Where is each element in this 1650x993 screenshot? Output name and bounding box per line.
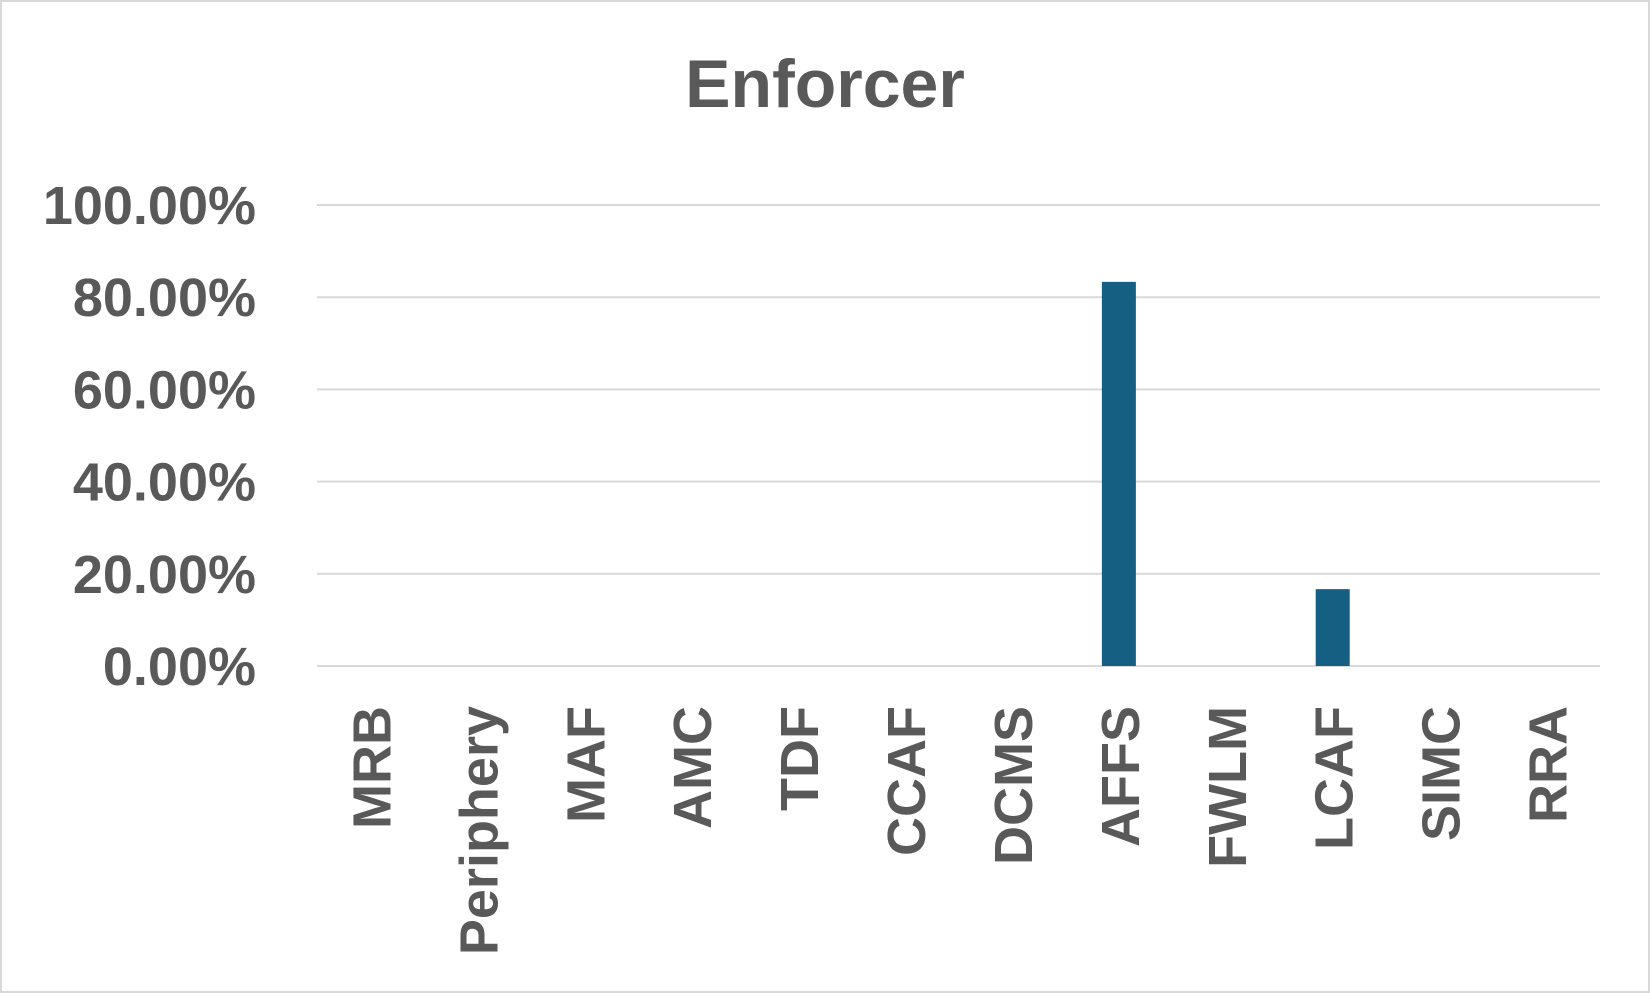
x-axis-ticks: MRB Periphery MAF AMC TDF CCAF DCMS AFFS FWLM LCA… [342, 706, 1578, 955]
x-tick-label-affs: AFFS [1091, 706, 1151, 847]
y-tick-label: 40.00% [73, 453, 256, 513]
x-tick-label-rra: RRA [1519, 706, 1579, 823]
x-tick-label-maf: MAF [556, 706, 616, 823]
x-tick-label-amc: AMC [663, 706, 723, 829]
chart-title: Enforcer [685, 46, 965, 122]
x-tick-label-simc: SIMC [1412, 706, 1472, 841]
y-tick-label: 0.00% [103, 637, 256, 697]
x-tick-label-ccaf: CCAF [877, 706, 937, 856]
y-tick-label: 100.00% [43, 176, 256, 236]
y-tick-label: 60.00% [73, 360, 256, 420]
bar-affs [1101, 281, 1136, 666]
y-axis-ticks: 0.00% 20.00% 40.00% 60.00% 80.00% 100.00% [43, 176, 256, 697]
x-tick-label-lcaf: LCAF [1305, 706, 1365, 850]
x-tick-label-periphery: Periphery [449, 706, 509, 955]
y-tick-label: 80.00% [73, 268, 256, 328]
bar-lcaf [1315, 589, 1350, 666]
bars [1101, 281, 1350, 666]
x-tick-label-mrb: MRB [342, 706, 402, 829]
gridlines [317, 204, 1600, 667]
x-tick-label-tdf: TDF [770, 706, 830, 811]
x-tick-label-dcms: DCMS [984, 706, 1044, 865]
y-tick-label: 20.00% [73, 545, 256, 605]
x-tick-label-fwlm: FWLM [1198, 706, 1258, 868]
